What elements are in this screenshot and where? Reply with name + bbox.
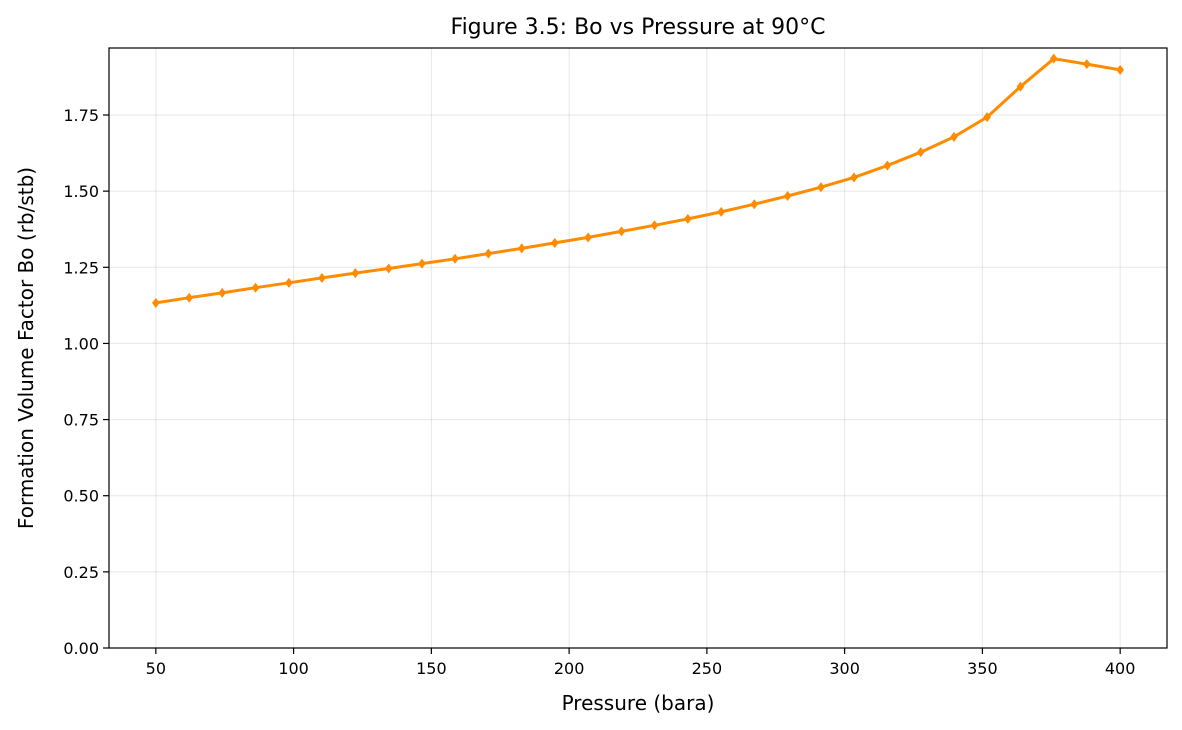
data-point-marker [850,172,858,183]
data-point-marker [950,131,958,142]
y-axis-label: Formation Volume Factor Bo (rb/stb) [14,167,38,529]
data-point-marker [883,160,892,171]
data-series [152,53,1124,308]
data-point-marker [750,199,759,210]
y-tick-label: 1.50 [63,182,99,201]
data-point-marker [717,206,726,217]
data-point-marker [484,248,493,259]
data-point-marker [783,190,792,202]
data-point-marker [817,182,825,193]
data-point-marker [684,213,692,224]
data-point-marker [418,258,426,269]
bo-series-line [155,57,1121,305]
x-tick-label: 100 [278,659,309,678]
grid-lines [109,48,1167,649]
data-point-marker [983,112,991,123]
data-point-marker [617,226,626,237]
data-point-marker [152,297,160,308]
data-point-marker [1082,59,1091,70]
plot-frame [108,47,1168,649]
y-tick-label: 1.00 [63,334,99,353]
data-point-marker [451,253,459,264]
data-point-marker [251,282,260,293]
data-point-marker [584,232,592,243]
y-tick-label: 0.50 [63,487,99,506]
data-point-marker [1049,53,1058,64]
data-point-marker [285,277,293,288]
y-tick-label: 0.25 [63,563,99,582]
data-point-marker [916,147,925,158]
x-tick-label: 50 [146,659,166,678]
x-tick-label: 150 [416,659,447,678]
x-axis-label: Pressure (bara) [562,691,715,715]
data-point-marker [517,243,526,254]
x-axis-ticks: 50 100 150 200 250 300 350 400 [146,648,1136,678]
y-tick-label: 0.75 [63,411,99,430]
chart-title: Figure 3.5: Bo vs Pressure at 90°C [451,15,826,40]
x-tick-label: 400 [1105,659,1136,678]
data-point-marker [1016,81,1025,92]
x-tick-label: 300 [829,659,860,678]
y-tick-label: 0.00 [63,639,99,658]
data-point-marker [351,268,360,279]
x-tick-label: 200 [554,659,585,678]
y-tick-label: 1.75 [63,106,99,125]
data-point-marker [318,272,326,283]
x-tick-label: 250 [692,659,723,678]
y-axis-ticks: 0.00 0.25 0.50 0.75 1.00 1.25 1.50 1.75 [63,106,109,658]
y-tick-label: 1.25 [63,258,99,277]
data-point-marker [550,237,559,248]
data-point-marker [218,287,227,298]
data-point-marker [384,263,393,274]
data-point-marker [650,220,659,231]
x-tick-label: 350 [967,659,998,678]
data-point-marker [1116,64,1124,75]
data-point-marker [185,292,194,303]
